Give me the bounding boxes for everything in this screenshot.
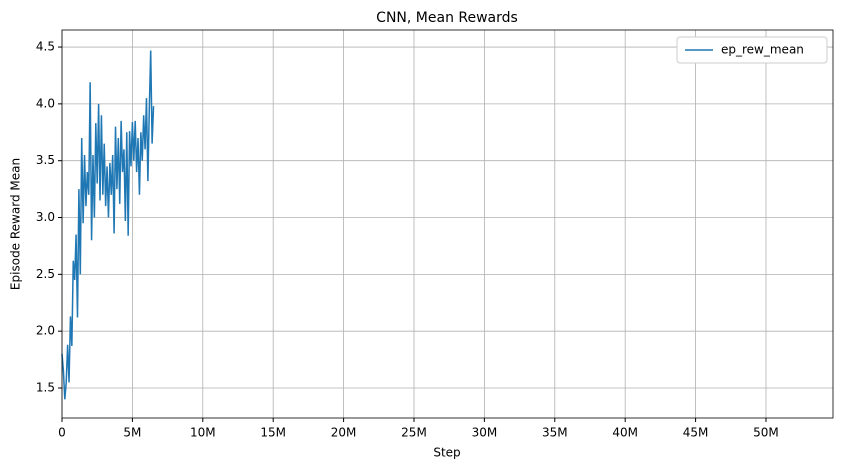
y-tick-label: 3.0 [36, 210, 55, 224]
y-tick-label: 3.5 [36, 153, 55, 167]
y-tick-label: 2.5 [36, 267, 55, 281]
chart-title: CNN, Mean Rewards [376, 10, 518, 26]
x-tick-label: 30M [472, 426, 498, 440]
x-tick-label: 45M [683, 426, 709, 440]
x-tick-label: 35M [542, 426, 568, 440]
x-tick-label: 20M [331, 426, 357, 440]
x-tick-label: 50M [753, 426, 779, 440]
y-tick-label: 2.0 [36, 324, 55, 338]
x-tick-label: 10M [190, 426, 216, 440]
x-tick-label: 25M [401, 426, 427, 440]
legend-label: ep_rew_mean [721, 43, 804, 57]
y-tick-label: 4.0 [36, 96, 55, 110]
y-tick-label: 4.5 [36, 40, 55, 54]
y-tick-label: 1.5 [36, 380, 55, 394]
x-axis-label: Step [433, 446, 460, 460]
y-axis-label: Episode Reward Mean [9, 158, 23, 290]
x-tick-label: 15M [260, 426, 286, 440]
x-tick-label: 40M [612, 426, 638, 440]
plot-frame [61, 29, 834, 419]
x-tick-label: 0 [58, 426, 66, 440]
line-series [61, 50, 155, 400]
legend-box [676, 36, 828, 64]
x-tick-label: 5M [123, 426, 141, 440]
